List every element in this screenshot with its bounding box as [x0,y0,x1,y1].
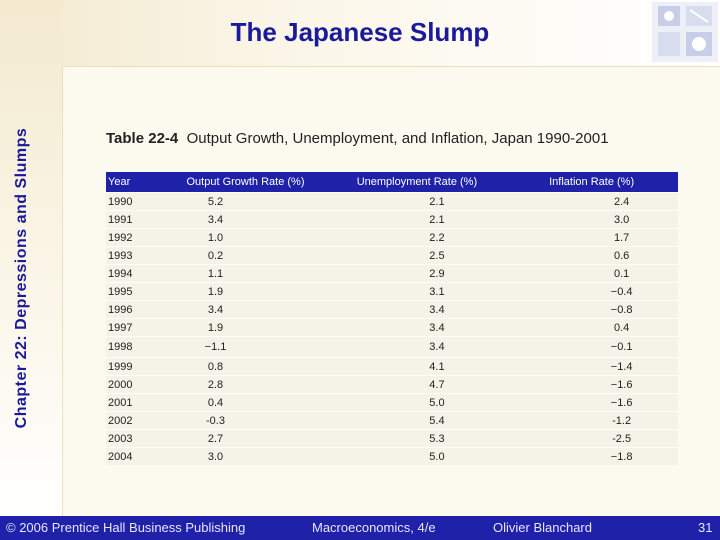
top-background [0,0,720,70]
cell-year: 1993 [106,246,163,265]
cell-output-growth: 0.8 [162,357,329,376]
header-unemployment: Unemployment Rate (%) [328,172,506,193]
cell-year: 1992 [106,228,163,247]
cell-year: 1991 [106,210,163,229]
table-row: 1998 −1.1 3.4 −0.1 [106,336,678,358]
footer-author: Olivier Blanchard [493,520,592,535]
decorative-logo-icon [652,2,718,62]
footer-book-title: Macroeconomics, 4/e [312,520,436,535]
table-row: 1999 0.8 4.1 −1.4 [106,357,678,376]
cell-output-growth: 0.2 [162,246,329,265]
cell-output-growth: 3.4 [162,210,329,229]
table-row: 1991 3.4 2.1 3.0 [106,210,678,229]
cell-unemployment: 3.4 [328,318,506,337]
cell-output-growth: 1.1 [162,264,329,283]
cell-unemployment: 2.2 [328,228,506,247]
table-row: 1990 5.2 2.1 2.4 [106,192,678,211]
cell-output-growth: 3.0 [162,447,329,465]
cell-unemployment: 2.1 [328,192,506,211]
table-row: 2000 2.8 4.7 −1.6 [106,375,678,394]
table-number: Table 22-4 [106,130,179,147]
footer-page-number: 31 [698,520,713,535]
cell-output-growth: 1.9 [162,282,329,301]
cell-output-growth: 3.4 [162,300,329,319]
chapter-label: Chapter 22: Depressions and Slumps [13,127,30,429]
cell-inflation: −1.6 [505,393,678,412]
cell-inflation: -1.2 [505,411,678,430]
cell-inflation: −1.6 [505,375,678,394]
cell-year: 1994 [106,264,163,283]
cell-year: 1990 [106,192,163,211]
cell-unemployment: 3.4 [328,300,506,319]
table-row: 1993 0.2 2.5 0.6 [106,246,678,265]
table-row: 2004 3.0 5.0 −1.8 [106,447,678,465]
cell-unemployment: 5.0 [328,447,506,465]
cell-year: 1996 [106,300,163,319]
cell-inflation: 0.1 [505,264,678,283]
cell-output-growth: 1.0 [162,228,329,247]
cell-output-growth: -0.3 [162,411,329,430]
table-body: 1990 5.2 2.1 2.4 1991 3.4 2.1 3.0 1992 1.0 2.2 1.7 1… [106,192,678,465]
left-background [0,0,62,520]
cell-inflation: −1.8 [505,447,678,465]
cell-year: 1997 [106,318,163,337]
table-row: 1994 1.1 2.9 0.1 [106,264,678,283]
cell-inflation: 3.0 [505,210,678,229]
cell-unemployment: 5.3 [328,429,506,448]
cell-unemployment: 2.9 [328,264,506,283]
cell-unemployment: 3.1 [328,282,506,301]
cell-inflation: −0.4 [505,282,678,301]
cell-unemployment: 4.7 [328,375,506,394]
cell-inflation: −0.8 [505,300,678,319]
cell-unemployment: 5.4 [328,411,506,430]
table-row: 2003 2.7 5.3 -2.5 [106,429,678,448]
table-header-row: Year Output Growth Rate (%) Unemployment… [106,172,678,193]
cell-output-growth: 5.2 [162,192,329,211]
footer-bar: © 2006 Prentice Hall Business Publishing… [0,516,720,540]
table-row: 2002 -0.3 5.4 -1.2 [106,411,678,430]
header-output-growth: Output Growth Rate (%) [162,172,329,193]
header-year: Year [106,172,163,193]
slide-title: The Japanese Slump [230,17,490,47]
cell-year: 2001 [106,393,163,412]
cell-year: 1995 [106,282,163,301]
cell-inflation: 0.4 [505,318,678,337]
header-inflation: Inflation Rate (%) [505,172,678,193]
cell-unemployment: 2.1 [328,210,506,229]
cell-inflation: −0.1 [505,336,678,358]
table-row: 1992 1.0 2.2 1.7 [106,228,678,247]
cell-unemployment: 2.5 [328,246,506,265]
cell-year: 1998 [106,336,163,358]
table-title: Output Growth, Unemployment, and Inflati… [186,130,609,147]
cell-year: 2002 [106,411,163,430]
cell-output-growth: 1.9 [162,318,329,337]
cell-unemployment: 5.0 [328,393,506,412]
cell-year: 2003 [106,429,163,448]
table-caption: Table 22-4 Output Growth, Unemployment, … [106,130,666,147]
cell-inflation: 1.7 [505,228,678,247]
cell-year: 2000 [106,375,163,394]
table-row: 2001 0.4 5.0 −1.6 [106,393,678,412]
cell-inflation: -2.5 [505,429,678,448]
cell-output-growth: 2.8 [162,375,329,394]
table-row: 1997 1.9 3.4 0.4 [106,318,678,337]
data-table: Year Output Growth Rate (%) Unemployment… [106,172,678,465]
cell-output-growth: 0.4 [162,393,329,412]
cell-inflation: −1.4 [505,357,678,376]
footer-copyright: © 2006 Prentice Hall Business Publishing [6,520,246,535]
cell-inflation: 0.6 [505,246,678,265]
cell-inflation: 2.4 [505,192,678,211]
cell-unemployment: 3.4 [328,336,506,358]
cell-output-growth: 2.7 [162,429,329,448]
table-row: 1995 1.9 3.1 −0.4 [106,282,678,301]
cell-output-growth: −1.1 [162,336,329,358]
cell-year: 2004 [106,447,163,465]
cell-unemployment: 4.1 [328,357,506,376]
cell-year: 1999 [106,357,163,376]
table-row: 1996 3.4 3.4 −0.8 [106,300,678,319]
